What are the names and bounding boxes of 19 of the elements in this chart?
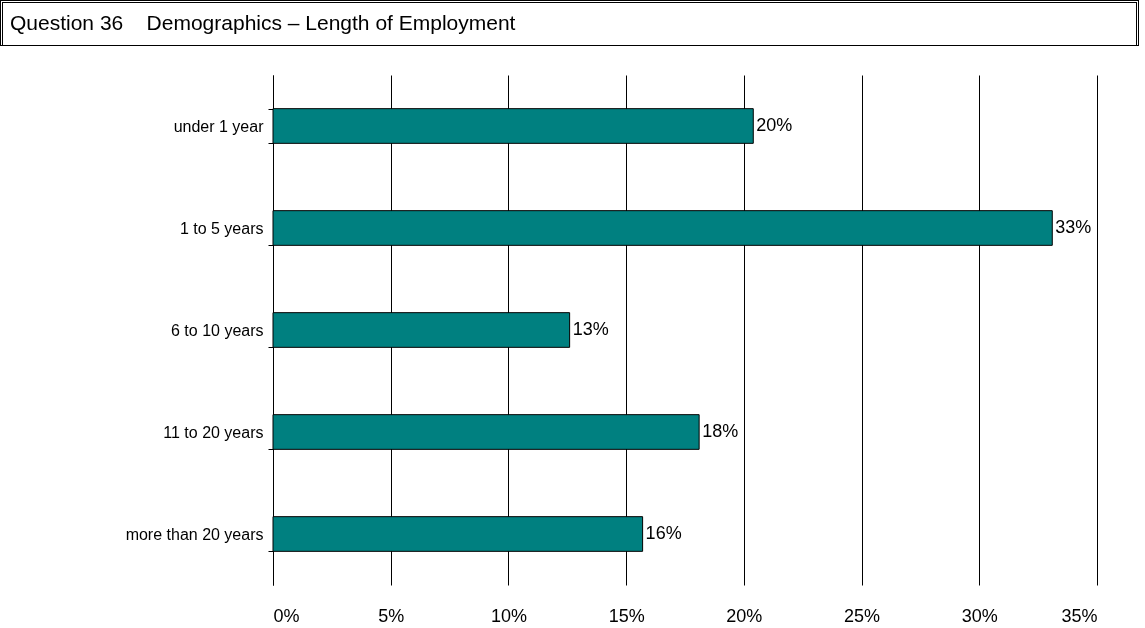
x-tick-label: 5% <box>378 605 405 626</box>
x-tick-label: 25% <box>844 605 881 626</box>
y-tick-label: more than 20 years <box>125 525 264 543</box>
y-tick-label: 1 to 5 years <box>179 219 264 237</box>
data-label: 20% <box>756 115 793 135</box>
x-tick-label: 30% <box>961 605 998 626</box>
x-tick-label: 15% <box>608 605 645 626</box>
y-tick-label: 6 to 10 years <box>171 321 264 339</box>
data-label: 18% <box>702 421 739 441</box>
chart-title: Question 36 Demographics – Length of Employment <box>0 0 1139 46</box>
x-tick-label: 35% <box>1061 605 1098 626</box>
y-tick-label: 11 to 20 years <box>163 423 264 441</box>
x-tick-label: 0% <box>273 605 300 626</box>
x-tick-label: 10% <box>490 605 527 626</box>
y-tick-label: under 1 year <box>173 117 265 135</box>
x-tick-label: 20% <box>726 605 763 626</box>
data-label: 16% <box>645 523 682 543</box>
data-label: 13% <box>572 319 609 339</box>
data-label: 33% <box>1055 217 1092 237</box>
